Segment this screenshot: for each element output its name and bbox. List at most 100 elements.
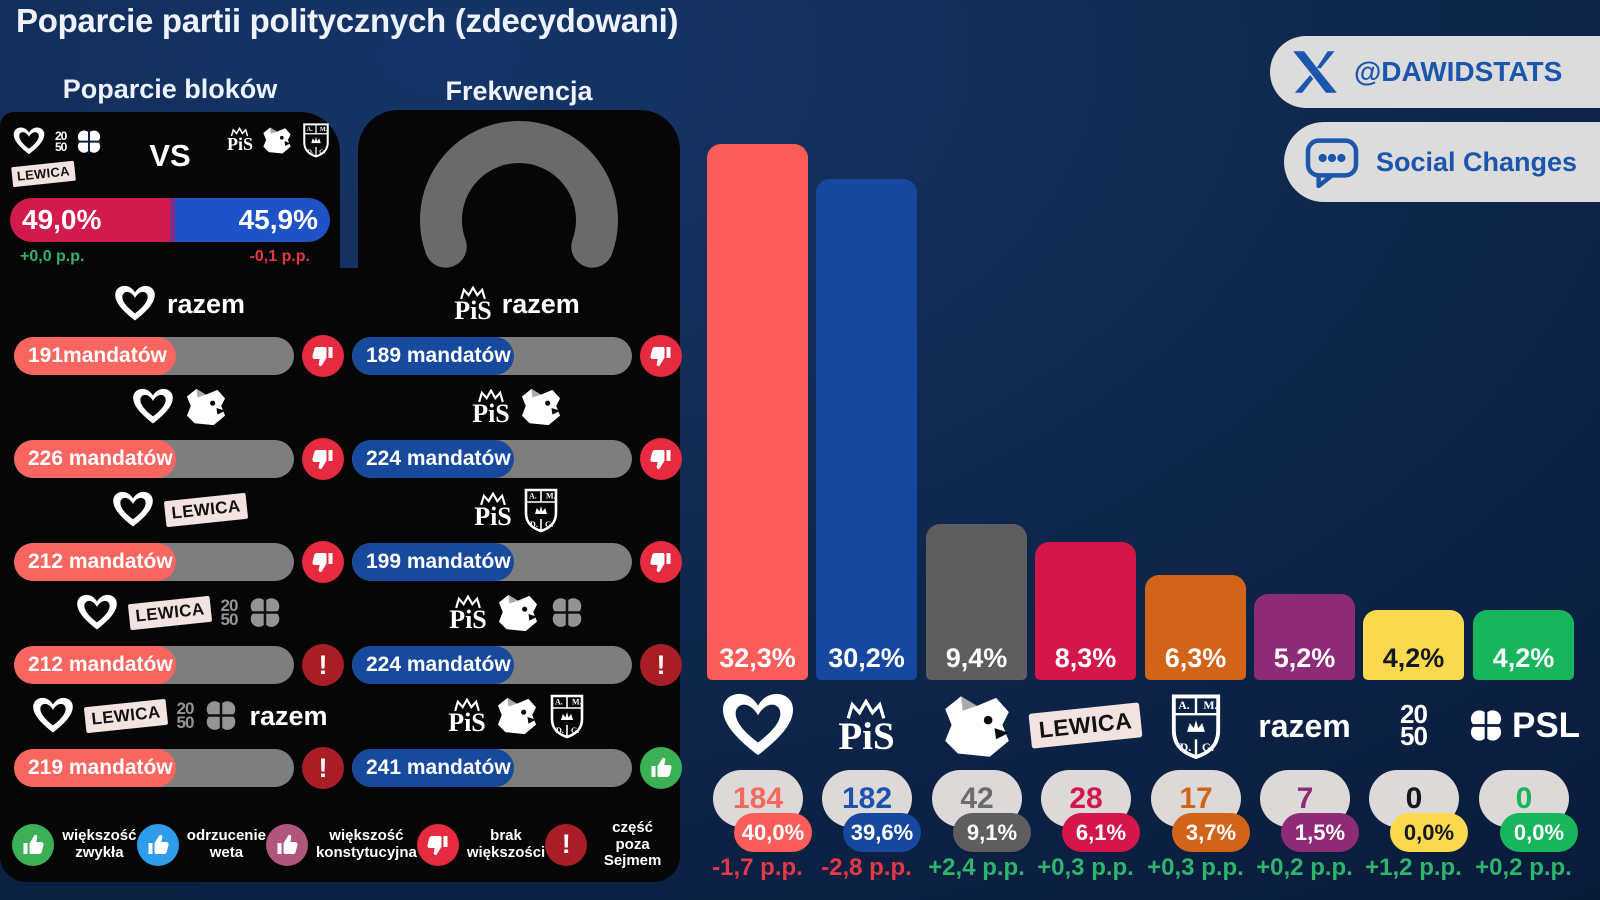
party-axis-icon	[703, 686, 812, 766]
coalition-party-icons: LEWICA 20 50 razem	[14, 690, 344, 742]
polska2050-logo-icon: 20 50	[176, 698, 195, 732]
chart-column: 4,2% 20 50 0 0,0% +1,2 p.p.	[1359, 0, 1468, 900]
legend-item: odrzucenie weta	[136, 823, 266, 866]
coalition-row: PiS 224 mandatów	[352, 375, 682, 480]
mandates-track: 212 mandatów	[14, 646, 294, 684]
speech-bubble-icon	[1304, 136, 1360, 188]
left-bloc-icons: 20 50 LEWICA	[11, 126, 134, 187]
support-bar: 4,2%	[1363, 610, 1464, 680]
coalition-party-icons: PiS A. M. D. G.	[352, 484, 682, 536]
ko-heart-icon	[722, 693, 793, 756]
kkp-shield-icon: A. M. D. G.	[524, 488, 558, 533]
svg-text:D.: D.	[307, 148, 314, 155]
page-title: Poparcie partii politycznych (zdecydowan…	[16, 2, 679, 39]
konfederacja-bird-icon	[521, 388, 560, 426]
coalition-mandates-row: 219 mandatów !	[14, 747, 344, 789]
support-bar: 8,3%	[1035, 542, 1136, 680]
coalition-mandates-row: 224 mandatów	[352, 438, 682, 480]
coalition-mandates-row: 224 mandatów !	[352, 644, 682, 686]
kkp-shield-icon: A. M. D. G.	[1171, 694, 1220, 760]
lewica-logo-icon: LEWICA	[127, 595, 212, 631]
exclamation-icon: !	[302, 644, 344, 686]
svg-text:A.: A.	[1178, 698, 1190, 712]
kkp-shield-icon: A. M. D. G.	[303, 123, 329, 158]
social-changes-badge[interactable]: Social Changes	[1284, 122, 1600, 202]
ko-heart-icon	[13, 127, 45, 155]
opposition-coalitions-column: razem 191mandatów 226 mandatów LEWICA 21…	[14, 272, 344, 789]
svg-text:A.: A.	[555, 698, 563, 707]
legend-label: odrzucenie weta	[186, 827, 266, 861]
support-bar: 5,2%	[1254, 594, 1355, 680]
lewica-logo-icon: LEWICA	[163, 492, 249, 528]
chart-column: 4,2% PSL 0 0,0% +0,2 p.p.	[1467, 0, 1580, 900]
pis-logo-icon: PiS	[838, 698, 895, 756]
coalition-mandates-row: 212 mandatów	[14, 541, 344, 583]
svg-text:A.: A.	[307, 126, 314, 133]
psl-logo-icon: PSL	[1467, 706, 1580, 746]
coalition-party-icons: PiS razem	[352, 278, 682, 330]
x-badge[interactable]: @DAWIDSTATS	[1270, 36, 1600, 108]
turnout-gauge-icon	[420, 121, 618, 268]
chart-column: 9,4% 42 9,1% +2,4 p.p.	[922, 0, 1031, 900]
x-logo-icon	[1292, 51, 1338, 93]
support-bar: 4,2%	[1473, 610, 1574, 680]
mandates-pill: 224 mandatów	[352, 440, 515, 478]
right-bloc-change: -0,1 p.p.	[249, 248, 310, 265]
mandates-pill: 241 mandatów	[352, 749, 515, 787]
legend-label: większość konstytucyjna	[315, 827, 417, 861]
legend-item: brak większości	[416, 823, 545, 866]
mandates-pill: 199 mandatów	[352, 543, 515, 581]
x-handle: @DAWIDSTATS	[1354, 56, 1563, 87]
svg-text:D.: D.	[556, 726, 564, 735]
legend-label: część poza Sejmem	[603, 819, 662, 869]
razem-logo: razem	[166, 288, 246, 319]
change-label: +0,2 p.p.	[1475, 854, 1572, 881]
lewica-logo-icon: LEWICA	[1028, 702, 1143, 750]
razem-logo: razem	[249, 700, 328, 731]
blocks-vs-panel: 20 50 LEWICA VS PiS A. M. D. G. 49,0% 45,9% +0…	[0, 112, 340, 274]
coalition-party-icons: PiS A. M. D. G.	[352, 690, 682, 742]
coalition-mandates-row: 212 mandatów !	[14, 644, 344, 686]
support-value-label: 4,2%	[1492, 643, 1555, 673]
polska2050-logo-icon: 20 50	[1400, 699, 1428, 751]
party-axis-icon: A. M. D. G.	[1141, 686, 1250, 766]
coalition-row: PiS A. M. D. G. 199 mandatów	[352, 478, 682, 583]
legend-label: większość zwykła	[62, 827, 137, 861]
konfederacja-bird-icon	[186, 388, 226, 426]
psl-clover-icon	[249, 596, 282, 630]
ko-heart-icon	[32, 697, 73, 733]
support-bar: 32,3%	[707, 144, 808, 680]
svg-text:D.: D.	[1179, 740, 1191, 754]
pis-logo-icon: PiS	[227, 127, 253, 154]
chart-column: 30,2% PiS 182 39,6% -2,8 p.p.	[812, 0, 921, 900]
kkp-shield-icon: A. M. D. G.	[550, 694, 584, 739]
psl-clover-icon	[1469, 709, 1503, 743]
coalition-row: PiS razem 189 mandatów	[352, 272, 682, 377]
coalitions-panel: razem 191mandatów 226 mandatów LEWICA 21…	[0, 268, 682, 882]
konfederacja-bird-icon	[498, 594, 537, 632]
coalition-row: LEWICA 20 50 razem 219 mandatów !	[14, 684, 344, 789]
coalition-row: PiS A. M. D. G. 241 mandatów	[352, 684, 682, 789]
turnout-heading: Frekwencja	[445, 76, 593, 106]
support-value-label: 5,2%	[1273, 643, 1336, 673]
chart-column: 5,2% razem 7 1,5% +0,2 p.p.	[1250, 0, 1359, 900]
party-axis-icon	[922, 686, 1031, 766]
konfederacja-bird-icon	[944, 695, 1009, 757]
change-label: +0,3 p.p.	[1147, 854, 1244, 881]
chart-column: 32,3% 184 40,0% -1,7 p.p.	[703, 0, 812, 900]
seat-share-pill: 0,0%	[1390, 813, 1468, 852]
coalition-mandates-row: 191mandatów	[14, 335, 344, 377]
mandates-track: 224 mandatów	[352, 440, 632, 478]
svg-text:D.: D.	[530, 520, 538, 529]
psl-clover-icon	[550, 596, 583, 630]
support-bar: 30,2%	[816, 179, 917, 680]
thumb-up-icon	[640, 747, 682, 789]
pis-logo-icon: PiS	[448, 697, 486, 736]
seat-share-pill: 0,0%	[1500, 813, 1578, 852]
coalition-row: razem 191mandatów	[14, 272, 344, 377]
seat-share-pill: 39,6%	[843, 813, 921, 852]
lewica-logo-icon: LEWICA	[83, 698, 168, 734]
mandates-track: 189 mandatów	[352, 337, 632, 375]
party-axis-icon: 20 50	[1359, 686, 1468, 766]
